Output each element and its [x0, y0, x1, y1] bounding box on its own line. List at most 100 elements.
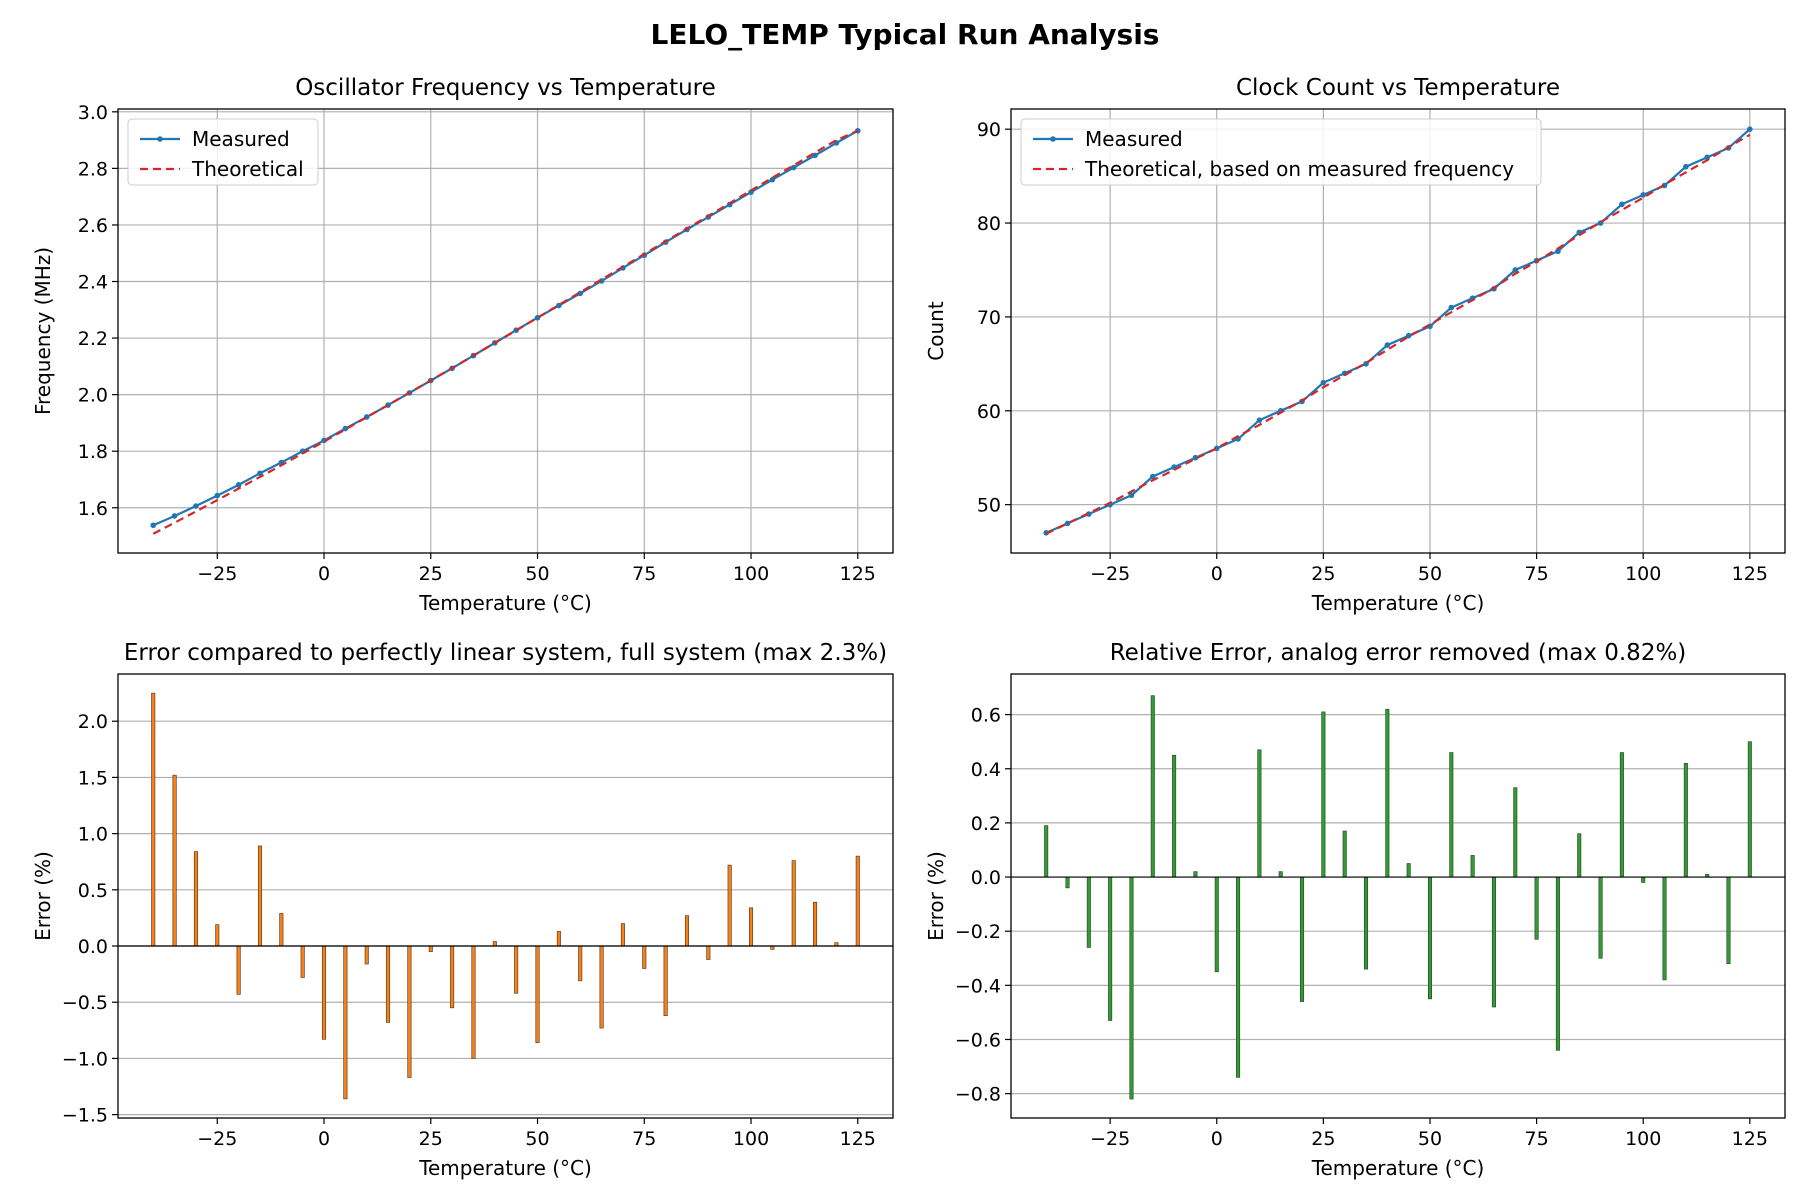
y-tick-label: 2.4 [78, 272, 108, 294]
y-tick-label: 70 [977, 307, 1001, 329]
legend-label: Theoretical [191, 157, 304, 181]
measured-point [1747, 126, 1753, 132]
measured-point [1661, 182, 1668, 189]
measured-point [1192, 454, 1199, 461]
error-bar [1726, 876, 1731, 964]
y-tick-label: −0.6 [955, 1029, 1001, 1051]
panel-title: Relative Error, analog error removed (ma… [1110, 640, 1687, 666]
measured-point [1405, 332, 1412, 339]
error-bar [1641, 876, 1646, 883]
y-tick-label: 2.8 [78, 158, 108, 180]
error-bar [1278, 871, 1283, 878]
error-bar [151, 692, 156, 947]
error-bar [791, 860, 796, 947]
x-axis-label: Temperature (°C) [418, 591, 592, 615]
error-bar [1193, 871, 1198, 878]
x-tick-label: −25 [1090, 563, 1130, 585]
panel-clock-count: Clock Count vs Temperature Measured Theore… [924, 75, 1786, 615]
panel-title: Clock Count vs Temperature [1236, 75, 1560, 101]
error-bar [1150, 695, 1155, 878]
x-tick-label: −25 [197, 1128, 237, 1150]
measured-point [1448, 304, 1455, 311]
measured-point [1683, 163, 1689, 170]
error-bar [1513, 787, 1518, 878]
error-bar [1662, 876, 1667, 981]
y-tick-label: −0.8 [955, 1084, 1001, 1106]
measured-point [257, 470, 263, 477]
measured-point [1064, 520, 1071, 527]
axes-frame [117, 673, 894, 1119]
error-bar [450, 945, 455, 1009]
y-tick-label: −0.4 [955, 975, 1001, 997]
y-axis-label: Count [924, 301, 948, 361]
error-bar [1172, 754, 1177, 878]
x-tick-label: 0 [318, 563, 330, 585]
error-bar [1300, 876, 1305, 1002]
x-tick-label: 50 [525, 1128, 549, 1150]
y-tick-label: 2.6 [78, 215, 108, 237]
measured-point [193, 503, 199, 509]
measured-point [1619, 201, 1625, 208]
error-bar [300, 945, 305, 978]
y-tick-label: 1.6 [78, 498, 108, 520]
x-axis-label: Temperature (°C) [1311, 1156, 1485, 1180]
error-bar [535, 945, 540, 1043]
error-bar [386, 945, 391, 1023]
y-tick-label: −0.5 [62, 992, 108, 1014]
error-bar [684, 915, 689, 947]
error-bar [364, 945, 369, 965]
error-bar [1342, 830, 1347, 878]
measured-line [1045, 128, 1751, 534]
measured-point [235, 482, 242, 488]
error-bar [215, 924, 220, 947]
x-tick-label: 100 [1625, 1128, 1661, 1150]
y-tick-label: 1.0 [78, 824, 108, 846]
y-tick-label: −1.5 [62, 1105, 108, 1127]
x-tick-label: 0 [1211, 1128, 1223, 1150]
legend-marker-measured [1050, 136, 1056, 142]
measured-point [1149, 473, 1156, 480]
x-tick-label: −25 [1090, 1128, 1130, 1150]
measured-point [1384, 342, 1391, 348]
x-tick-label: 0 [318, 1128, 330, 1150]
legend-label: Theoretical, based on measured frequency [1084, 157, 1514, 181]
figure-title: LELO_TEMP Typical Run Analysis [651, 18, 1160, 51]
error-bar [1534, 876, 1539, 940]
y-tick-label: 60 [977, 401, 1001, 423]
measured-point [1512, 267, 1519, 273]
error-bar [1214, 876, 1219, 973]
error-bar [578, 945, 583, 982]
error-bar [1257, 749, 1262, 878]
error-bar [279, 913, 284, 947]
error-bar [172, 774, 177, 947]
error-bar [1470, 855, 1475, 878]
y-tick-label: 0.4 [971, 759, 1001, 781]
y-tick-label: 2.2 [78, 328, 108, 350]
error-bar [1598, 876, 1603, 959]
x-tick-label: 50 [1418, 1128, 1442, 1150]
axes-frame [1010, 108, 1786, 554]
error-bar [343, 945, 348, 1100]
error-bar [1747, 741, 1752, 878]
measured-point [790, 164, 797, 171]
measured-point [1640, 192, 1647, 198]
error-bar [257, 845, 262, 947]
x-tick-label: 25 [1311, 1128, 1335, 1150]
measured-point [171, 513, 178, 519]
error-bar [322, 945, 327, 1040]
error-bar [556, 931, 561, 947]
x-tick-label: 0 [1211, 563, 1223, 585]
error-bar [1129, 876, 1134, 1100]
y-axis-label: Error (%) [31, 851, 55, 941]
y-tick-label: −0.2 [955, 921, 1001, 943]
panel-full-system-error: Error compared to perfectly linear syste… [31, 640, 894, 1180]
panel-oscillator-frequency: Oscillator Frequency vs Temperature Measu… [31, 75, 894, 615]
x-tick-label: 100 [1625, 563, 1661, 585]
measured-point [1555, 248, 1561, 255]
error-bar [1086, 876, 1091, 948]
panel-relative-error: Relative Error, analog error removed (ma… [924, 640, 1786, 1180]
y-tick-label: 0.6 [971, 705, 1001, 727]
measured-point [769, 176, 776, 183]
error-bar [1321, 711, 1326, 878]
